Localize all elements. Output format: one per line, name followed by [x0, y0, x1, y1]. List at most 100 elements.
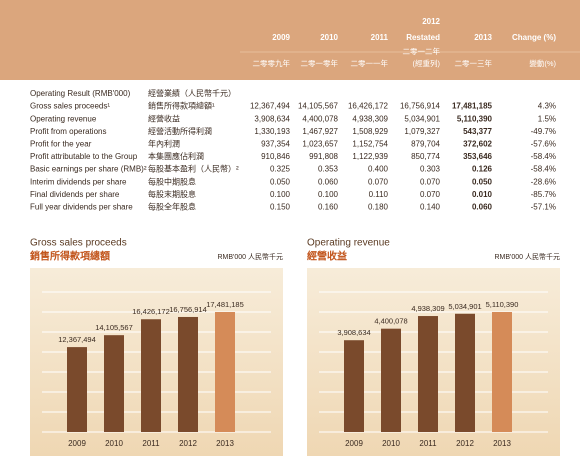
- cell: 1,330,193: [254, 127, 290, 136]
- row-label-zh: 每股末期股息: [148, 189, 196, 199]
- value-label: 3,908,634: [337, 328, 370, 337]
- row-label: Interim dividends per share: [30, 177, 127, 186]
- cell: 372,602: [463, 140, 492, 149]
- value-label: 17,481,185: [206, 300, 244, 309]
- cell: 1,467,927: [302, 127, 338, 136]
- row-label: Final dividends per share: [30, 190, 120, 199]
- cell: 1.5%: [538, 114, 556, 123]
- x-tick-label: 2011: [419, 439, 437, 448]
- cell: 0.180: [368, 203, 389, 212]
- bar: [455, 313, 475, 432]
- chart-title: Operating revenue: [307, 238, 390, 249]
- cell: 0.060: [318, 177, 339, 186]
- cell: 1,152,754: [352, 140, 388, 149]
- row-label: Profit from operations: [30, 127, 106, 136]
- column-header-zh: 二零一二年: [403, 46, 441, 56]
- bar: [104, 335, 124, 432]
- cell: 910,846: [261, 152, 290, 161]
- cell: 5,110,390: [457, 114, 493, 123]
- cell: 0.100: [270, 190, 291, 199]
- row-label: Operating Result (RMB'000): [30, 89, 131, 98]
- cell: 850,774: [411, 152, 440, 161]
- cell: 1,508,929: [352, 127, 388, 136]
- cell: 0.400: [368, 165, 389, 174]
- row-label-zh: 經營活動所得利潤: [148, 126, 212, 136]
- cell: 0.150: [270, 203, 291, 212]
- bar: [178, 316, 198, 432]
- row-label-zh: 經營收益: [148, 113, 180, 123]
- column-header: 2009: [272, 33, 290, 42]
- bar: [344, 340, 364, 432]
- chart-unit: RMB'000 人民幣千元: [217, 252, 283, 261]
- row-label: Profit attributable to the Group: [30, 152, 138, 161]
- row-label-zh: 銷售所得款項總額¹: [148, 101, 215, 111]
- cell: 0.126: [472, 165, 493, 174]
- row-label-zh: 年內利潤: [148, 139, 180, 149]
- cell: 937,354: [261, 140, 290, 149]
- cell: 14,105,567: [298, 102, 339, 111]
- cell: -85.7%: [531, 190, 556, 199]
- cell: 16,756,914: [400, 102, 441, 111]
- header-band: [0, 0, 580, 80]
- cell: 0.110: [369, 190, 389, 199]
- cell: 353,646: [463, 152, 492, 161]
- column-header: 2010: [320, 33, 338, 42]
- cell: 543,377: [463, 127, 492, 136]
- cell: 991,808: [309, 152, 338, 161]
- cell: 17,481,185: [452, 102, 493, 111]
- chart-title: Gross sales proceeds: [30, 238, 127, 249]
- x-tick-label: 2011: [142, 439, 160, 448]
- value-label: 4,938,309: [411, 304, 444, 313]
- cell: 1,122,939: [352, 152, 388, 161]
- cell: 0.303: [420, 165, 441, 174]
- cell: 0.010: [472, 190, 493, 199]
- cell: 3,908,634: [254, 114, 290, 123]
- column-header-zh: 變動(%): [529, 58, 556, 68]
- row-label: Operating revenue: [30, 114, 97, 123]
- cell: 0.070: [420, 177, 441, 186]
- x-tick-label: 2010: [382, 439, 400, 448]
- column-header-zh: 二零一一年: [351, 58, 389, 68]
- bar: [215, 312, 235, 432]
- x-tick-label: 2012: [456, 439, 474, 448]
- cell: -28.6%: [531, 177, 556, 186]
- column-header-zh: 二零零九年: [253, 58, 291, 68]
- cell: -58.4%: [531, 165, 556, 174]
- cell: 4.3%: [538, 102, 556, 111]
- bar: [492, 312, 512, 432]
- value-label: 5,034,901: [448, 302, 481, 311]
- value-label: 4,400,078: [374, 317, 407, 326]
- cell: 0.060: [472, 203, 493, 212]
- column-header: 2011: [371, 33, 389, 42]
- bar: [418, 316, 438, 432]
- x-tick-label: 2013: [493, 439, 511, 448]
- cell: 16,426,172: [348, 102, 389, 111]
- cell: 12,367,494: [250, 102, 291, 111]
- row-label-zh: 每股中期股息: [148, 176, 196, 186]
- cell: 0.100: [318, 190, 339, 199]
- cell: 0.325: [270, 165, 291, 174]
- cell: 1,079,327: [404, 127, 440, 136]
- cell: 4,938,309: [352, 114, 388, 123]
- value-label: 16,426,172: [132, 307, 170, 316]
- cell: 5,034,901: [404, 114, 440, 123]
- row-label-zh: 每股基本盈利（人民幣）²: [148, 164, 239, 174]
- chart-title-zh: 經營收益: [307, 250, 347, 263]
- bar: [67, 347, 87, 432]
- cell: 879,704: [411, 140, 440, 149]
- column-header: Change (%): [512, 33, 556, 42]
- column-header-zh: 二零一三年: [455, 58, 493, 68]
- cell: -57.6%: [531, 140, 556, 149]
- value-label: 5,110,390: [486, 300, 519, 309]
- column-note-zh: (經重列): [413, 58, 441, 68]
- x-tick-label: 2009: [345, 439, 363, 448]
- cell: 0.160: [318, 203, 339, 212]
- x-tick-label: 2013: [216, 439, 234, 448]
- cell: 0.070: [368, 177, 389, 186]
- cell: 4,400,078: [302, 114, 338, 123]
- cell: 0.070: [420, 190, 441, 199]
- column-header: 2013: [474, 33, 492, 42]
- row-label-zh: 每股全年股息: [148, 202, 196, 212]
- row-label: Full year dividends per share: [30, 203, 133, 212]
